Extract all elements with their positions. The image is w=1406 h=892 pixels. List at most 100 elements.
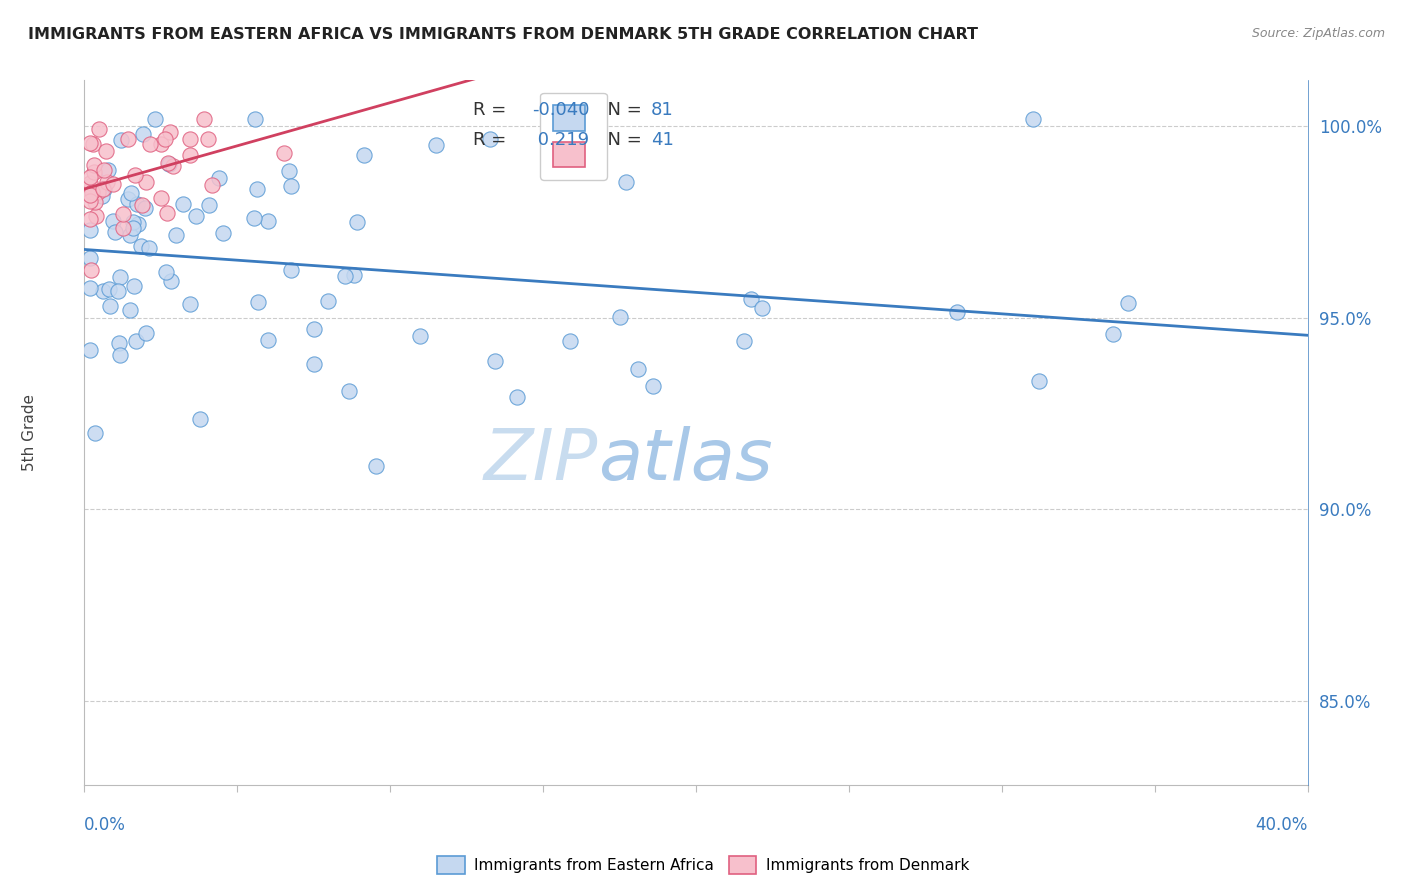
Point [302,357,325,371]
Text: 0.0%: 0.0% [84,815,127,834]
Point [79,178,101,193]
Text: atlas: atlas [598,426,773,495]
Point [129,239,152,253]
Point [246,182,269,196]
Point [614,175,637,189]
Point [197,131,219,145]
Point [79,188,101,202]
Point [627,361,650,376]
Point [156,206,179,220]
Text: 5th Grade: 5th Grade [22,394,37,471]
Point [127,217,149,231]
Point [93,181,115,195]
Point [108,336,131,351]
Point [101,213,124,227]
Point [278,164,301,178]
Point [193,112,215,126]
Point [131,198,153,212]
Point [121,220,143,235]
Point [79,212,101,227]
Point [179,132,201,146]
Point [143,112,166,126]
Point [318,294,340,309]
Point [124,168,146,182]
Text: IMMIGRANTS FROM EASTERN AFRICA VS IMMIGRANTS FROM DENMARK 5TH GRADE CORRELATION : IMMIGRANTS FROM EASTERN AFRICA VS IMMIGR… [28,27,979,42]
Text: 40.0%: 40.0% [1256,815,1308,834]
Point [79,176,101,190]
Text: 81: 81 [651,101,673,119]
Point [134,201,156,215]
Point [1116,296,1139,310]
Point [108,348,131,362]
Point [107,284,129,298]
Point [243,211,266,225]
Point [79,251,101,265]
Point [342,268,364,282]
Point [198,198,221,212]
Point [165,228,187,243]
Point [159,125,181,139]
Point [280,178,302,193]
Point [179,147,201,161]
Point [212,226,235,240]
Point [149,137,172,152]
Point [121,214,143,228]
Point [484,354,506,368]
Point [149,191,172,205]
Point [188,412,211,426]
Point [346,215,368,229]
Point [98,299,121,313]
Point [160,274,183,288]
Point [82,136,104,151]
Point [117,192,139,206]
Point [79,194,101,208]
Point [139,136,162,151]
Text: R =: R = [474,131,512,149]
Point [172,197,194,211]
Point [208,170,231,185]
Point [112,207,135,221]
Text: ZIP: ZIP [484,426,598,495]
Text: R =: R = [474,101,512,119]
Point [79,281,101,295]
Point [83,164,105,178]
Point [97,162,120,177]
Point [110,133,132,147]
Point [505,390,527,404]
Legend: , : , [540,93,607,180]
Point [1022,112,1045,126]
Point [96,176,118,190]
Point [87,122,110,136]
Point [120,227,142,242]
Point [162,159,184,173]
Text: Source: ZipAtlas.com: Source: ZipAtlas.com [1251,27,1385,40]
Point [304,322,326,336]
Point [425,137,447,152]
Point [243,112,266,126]
Point [80,263,103,277]
Text: N =: N = [596,131,647,149]
Point [93,163,115,178]
Point [179,297,201,311]
Point [90,189,112,203]
Point [186,209,208,223]
Text: N =: N = [596,101,647,119]
Point [84,210,107,224]
Legend: Immigrants from Eastern Africa, Immigrants from Denmark: Immigrants from Eastern Africa, Immigran… [432,850,974,880]
Point [157,156,180,170]
Point [135,176,157,190]
Point [256,334,278,348]
Point [117,132,139,146]
Point [84,195,107,210]
Point [641,379,664,393]
Point [96,144,118,158]
Point [280,263,302,277]
Point [112,220,135,235]
Point [751,301,773,315]
Point [333,269,356,284]
Point [101,177,124,191]
Point [155,132,177,146]
Point [122,279,145,293]
Point [337,384,360,398]
Point [104,225,127,239]
